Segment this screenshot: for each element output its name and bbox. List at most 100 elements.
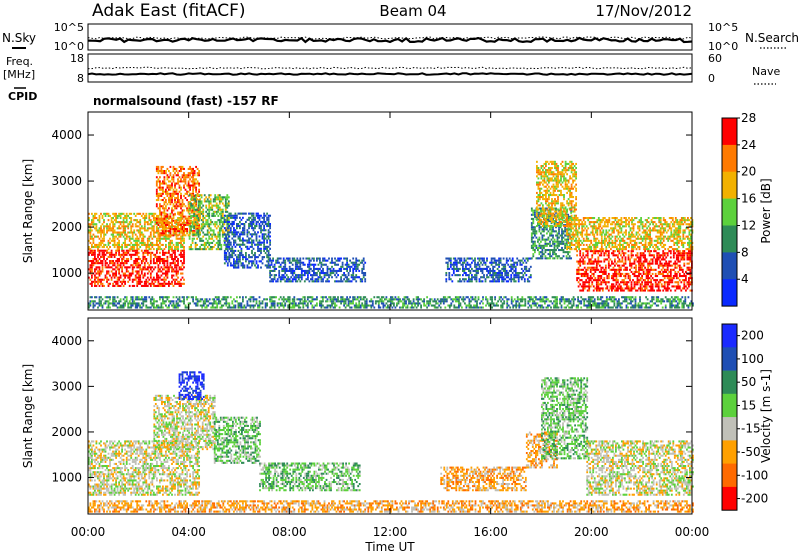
data-cell (290, 267, 293, 270)
data-cell (543, 194, 546, 197)
data-cell (137, 237, 140, 240)
data-cell (267, 262, 270, 265)
data-cell (223, 256, 226, 259)
data-cell (586, 252, 589, 255)
data-cell (186, 232, 189, 235)
data-cell (570, 202, 573, 205)
data-cell (532, 236, 535, 239)
data-cell (140, 260, 143, 263)
data-cell (550, 228, 553, 231)
data-cell (128, 237, 131, 240)
data-cell (109, 255, 111, 258)
data-cell (294, 278, 297, 281)
data-cell (217, 196, 220, 199)
data-cell (174, 255, 176, 258)
data-cell (621, 281, 624, 284)
data-cell (148, 264, 151, 267)
data-cell (567, 198, 570, 201)
data-cell (251, 256, 253, 259)
data-cell (110, 217, 113, 220)
data-cell (137, 272, 140, 275)
data-cell (526, 259, 529, 262)
data-cell (545, 225, 547, 228)
data-cell (557, 225, 559, 228)
data-cell (630, 252, 633, 255)
data-cell (148, 217, 151, 220)
data-cell (178, 217, 181, 220)
data-cell (537, 200, 540, 203)
data-cell (477, 261, 479, 264)
data-cell (243, 256, 246, 259)
data-cell (163, 278, 166, 281)
data-cell (142, 253, 145, 256)
data-cell (125, 266, 128, 269)
data-cell (536, 165, 538, 168)
data-cell (549, 216, 552, 219)
data-cell (125, 274, 128, 277)
data-cell (299, 274, 302, 277)
data-cell (124, 262, 127, 265)
data-cell (287, 257, 290, 260)
data-cell (542, 212, 544, 215)
data-cell (118, 214, 121, 217)
data-cell (296, 261, 299, 264)
data-cell (264, 214, 267, 217)
data-cell (209, 229, 212, 232)
data-cell (109, 262, 111, 265)
data-cell (134, 241, 137, 244)
data-cell (600, 260, 603, 263)
data-cell (226, 210, 229, 213)
data-cell (122, 280, 125, 283)
data-cell (331, 276, 333, 279)
data-cell (192, 180, 195, 183)
data-cell (188, 248, 191, 251)
data-cell (106, 272, 108, 275)
data-cell (172, 209, 175, 212)
data-cell (159, 255, 161, 258)
noise-right-tick-bottom: 10^0 (708, 40, 738, 53)
data-cell (570, 185, 573, 188)
data-cell (650, 279, 653, 282)
data-cell (148, 248, 151, 251)
data-cell (136, 235, 139, 238)
data-cell (566, 210, 569, 213)
data-cell (187, 205, 190, 208)
data-cell (197, 229, 200, 232)
data-cell (160, 237, 163, 240)
data-cell (229, 249, 232, 252)
data-cell (246, 218, 249, 221)
data-cell (200, 210, 203, 213)
data-cell (228, 256, 231, 259)
data-cell (174, 190, 176, 193)
data-cell (157, 167, 160, 170)
data-cell (255, 225, 258, 228)
data-cell (159, 226, 161, 229)
data-cell (205, 233, 208, 236)
data-cell (641, 254, 644, 257)
data-cell (549, 171, 552, 174)
data-cell (149, 212, 152, 215)
data-cell (561, 185, 564, 188)
data-cell (307, 278, 309, 281)
data-cell (223, 243, 226, 246)
data-cell (308, 269, 311, 272)
data-cell (202, 219, 205, 222)
data-cell (172, 225, 175, 228)
data-cell (492, 274, 495, 277)
data-cell (198, 170, 201, 173)
data-cell (576, 250, 579, 253)
data-cell (267, 214, 270, 217)
data-cell (226, 198, 229, 201)
data-cell (499, 257, 502, 260)
data-cell (471, 257, 473, 260)
data-cell (621, 264, 624, 267)
data-cell (550, 249, 553, 252)
data-cell (474, 257, 476, 260)
data-cell (193, 205, 196, 208)
data-cell (165, 246, 167, 249)
data-cell (552, 257, 554, 260)
data-cell (567, 189, 570, 192)
data-cell (245, 256, 247, 259)
data-cell (560, 177, 562, 180)
data-cell (157, 223, 160, 226)
